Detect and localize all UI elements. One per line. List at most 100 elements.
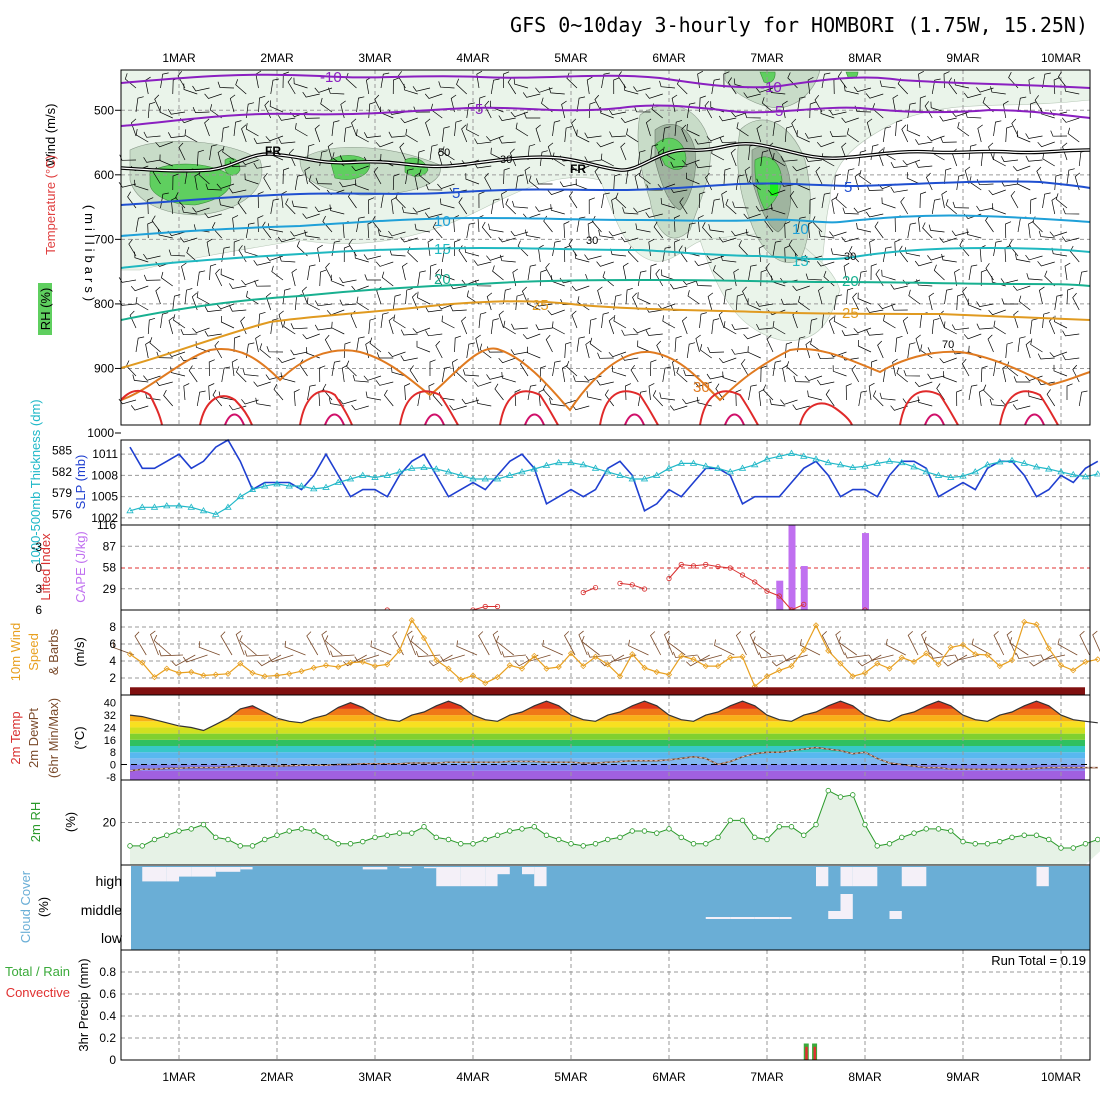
surface-wind-barb — [587, 651, 612, 658]
wind-barb — [711, 198, 721, 215]
wind-barb — [220, 268, 235, 281]
thickness-point — [1057, 468, 1065, 475]
wind-barb — [628, 246, 639, 263]
wind-barb — [205, 183, 222, 191]
wind-speed-point — [151, 674, 158, 681]
wind-barb — [951, 230, 970, 237]
rh-point — [690, 841, 697, 847]
wind-barb — [772, 120, 781, 137]
wind-barb — [204, 93, 222, 99]
wind-barb — [895, 119, 903, 137]
surface-wind-barb — [171, 654, 196, 667]
thickness-point — [359, 471, 367, 478]
wind-barb — [941, 190, 948, 209]
wind-barb — [715, 383, 725, 401]
label-15-b: 15 — [792, 253, 809, 270]
wind-barb — [699, 312, 707, 329]
wind-barb — [559, 181, 578, 188]
thickness-point — [849, 463, 857, 471]
wind-barb — [780, 298, 798, 305]
pressure-tick-label: 500 — [94, 103, 114, 117]
li-point — [739, 572, 746, 578]
wind-barb — [547, 142, 554, 161]
wind-barb — [976, 205, 994, 212]
temp-band — [130, 746, 1085, 753]
wind-barb — [462, 369, 480, 377]
wind-speed-point — [874, 660, 881, 667]
wind-barb — [486, 292, 493, 311]
wind-barb — [968, 264, 978, 281]
wind-barb — [478, 191, 485, 209]
upper-wind-barbs — [118, 70, 1088, 411]
wind-barb — [441, 366, 451, 383]
rh-legend-swatch — [38, 283, 52, 335]
thickness-point — [1045, 465, 1053, 472]
wind-barb — [866, 118, 873, 137]
wind-barb — [400, 329, 418, 336]
wind-barb — [1040, 107, 1055, 119]
rh-point — [323, 834, 329, 841]
wind-barb — [417, 149, 425, 167]
label-10-b: 10 — [792, 221, 809, 238]
temp-band — [130, 733, 1085, 740]
date-label-top: 5MAR — [554, 51, 588, 65]
wind-barb — [192, 327, 210, 334]
wind-barb — [348, 239, 357, 257]
date-label-top: 1MAR — [162, 51, 196, 65]
thickness-point — [665, 464, 673, 471]
wind-barb — [564, 245, 571, 263]
surface-wind-barb — [134, 631, 147, 656]
wind-barb — [143, 375, 161, 381]
wind-barb — [196, 291, 210, 305]
wind-barb — [527, 144, 536, 161]
wind-barb — [818, 286, 824, 305]
wind-barb — [391, 366, 406, 377]
wind-barb — [235, 366, 247, 383]
rh-point — [531, 824, 537, 830]
wind-barb — [270, 318, 279, 335]
wind-speed-point — [420, 634, 428, 642]
cloud-middle-bar — [767, 917, 780, 919]
wind-barb — [859, 170, 872, 185]
wind-barb — [356, 336, 365, 353]
surface-wind-barb — [1009, 637, 1029, 656]
thickness-point — [702, 462, 710, 469]
surface-wind-barb — [628, 639, 649, 656]
rh-point — [139, 843, 145, 849]
wind-barb — [424, 212, 443, 218]
wind-barb — [173, 314, 186, 329]
cloud-high-bar — [166, 867, 180, 882]
wind-barb — [857, 292, 872, 305]
rh-area — [130, 790, 1100, 865]
wind-barb — [852, 292, 860, 311]
wind-barb — [283, 320, 296, 335]
wind-barb — [907, 342, 916, 359]
surface-wind-barbs — [112, 630, 1100, 667]
wind-barb — [290, 323, 308, 330]
wind-barb — [613, 77, 620, 95]
rh-point — [213, 834, 219, 841]
wind-barb — [255, 334, 261, 353]
wind-barb — [611, 196, 617, 215]
wind-barb — [853, 207, 872, 213]
wind-barb — [613, 173, 621, 191]
wind-barb — [343, 245, 351, 263]
wind-barb — [841, 330, 859, 336]
surface-wind-barb — [844, 652, 870, 659]
wind-barb — [761, 97, 774, 113]
wind-speed-point — [310, 664, 317, 671]
wind-speed-point — [347, 659, 354, 666]
wind-barb — [633, 86, 651, 92]
ylabel-temp-2: 2m DewPt — [26, 708, 41, 768]
wind-barb — [413, 106, 431, 113]
wind-barb — [914, 260, 933, 267]
thickness-point — [689, 459, 698, 466]
precip-conv-bar — [805, 1046, 808, 1060]
wind-speed-point — [1008, 657, 1016, 664]
wind-barb — [623, 84, 639, 95]
cloud-high-bar — [399, 867, 412, 869]
rh-point — [225, 836, 231, 843]
ylabel-temp-unit: (°C) — [72, 726, 87, 749]
wind-barb — [988, 189, 1006, 196]
rh-point — [286, 828, 292, 834]
